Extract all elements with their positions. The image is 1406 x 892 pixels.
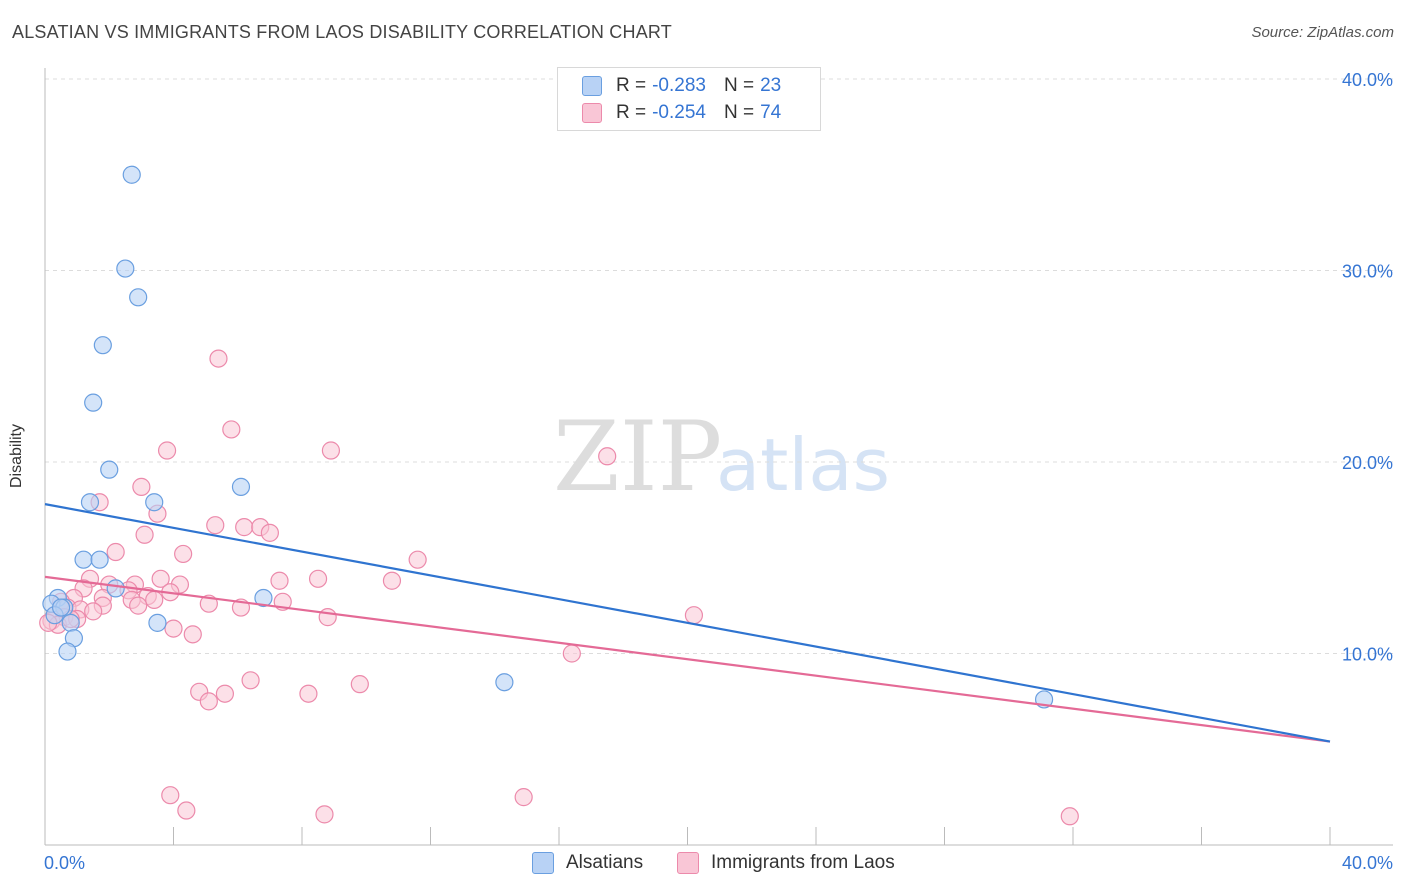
point-laos [183,625,202,644]
point-alsatians [61,613,80,632]
point-laos [241,671,260,690]
grid-lines [45,78,1393,654]
y-tick-label: 30.0% [1342,262,1393,282]
legend-n-value-laos: 74 [760,102,782,123]
point-laos [161,786,180,805]
point-alsatians [254,588,273,608]
series-legend: Alsatians Immigrants from Laos [0,852,1406,876]
stats-legend: R = -0.283 N = 23 R = -0.254 N = 74 [557,67,821,131]
point-laos [215,684,234,703]
point-laos [382,571,402,590]
chart-source: Source: ZipAtlas.com [1251,24,1394,41]
point-laos [408,550,427,569]
point-laos [164,619,183,638]
legend-n-label: N = [723,102,755,123]
trend-line-laos [44,575,1331,743]
point-laos [151,569,170,588]
point-laos [174,544,193,564]
legend-item-laos[interactable]: Immigrants from Laos [677,852,895,874]
y-tick-label: 40.0% [1342,70,1393,90]
point-laos [315,805,334,824]
point-laos [1060,807,1079,826]
point-alsatians [84,393,103,412]
legend-swatch-laos [677,852,699,874]
x-tick-label: 40.0% [1342,853,1393,873]
point-alsatians [90,550,109,569]
point-laos [514,788,533,807]
point-alsatians [495,673,514,692]
legend-r-label: R = [616,75,647,96]
point-laos [199,692,218,711]
y-tick-label: 10.0% [1342,645,1393,665]
x-tick-label: 0.0% [44,853,85,873]
point-laos [135,525,154,544]
watermark-atlas: atlas [716,423,890,507]
legend-row-alsatians: R = -0.283 N = 23 [582,74,781,98]
point-laos [318,608,337,627]
point-laos [157,441,177,460]
point-laos [209,349,228,368]
point-alsatians [145,493,164,512]
legend-r-label: R = [616,102,647,123]
legend-n-value-alsatians: 23 [760,75,782,96]
point-laos [177,801,196,820]
tick-labels: 10.0% 20.0% 30.0% 40.0% 0.0% 40.0% [44,70,1393,873]
point-laos [299,684,318,703]
point-laos [106,542,125,562]
point-alsatians [58,642,77,661]
point-alsatians [100,460,119,479]
watermark: ZIP atlas [553,401,890,513]
point-laos [84,602,103,621]
legend-r-value-alsatians: -0.283 [652,75,706,96]
point-alsatians [93,336,112,355]
legend-swatch-alsatians [582,76,602,96]
series-alsatians-points [42,165,1054,709]
trend-lines [44,503,1331,743]
y-axis-label: Disability [8,423,25,489]
point-laos [129,596,148,615]
legend-n-label: N = [723,75,755,96]
point-laos [350,675,369,694]
axes [44,68,1393,846]
legend-r-value-laos: -0.254 [652,102,706,123]
y-tick-label: 20.0% [1342,453,1393,473]
point-alsatians [129,288,148,307]
point-laos [598,447,617,466]
legend-row-laos: R = -0.254 N = 74 [582,101,781,125]
point-alsatians [231,477,251,496]
point-laos [562,644,581,663]
point-laos [308,569,328,588]
point-laos [260,523,279,542]
point-laos [222,420,241,439]
point-alsatians [80,493,100,512]
point-alsatians [122,165,141,184]
point-laos [206,516,225,535]
point-alsatians [106,579,125,598]
point-alsatians [116,259,135,278]
legend-item-alsatians[interactable]: Alsatians [532,852,643,874]
point-laos [132,477,151,496]
legend-swatch-laos [582,103,602,123]
point-alsatians [51,598,71,617]
point-alsatians [148,613,167,632]
legend-label-laos: Immigrants from Laos [711,852,895,873]
point-laos [145,590,164,609]
point-alsatians [74,550,93,569]
watermark-zip: ZIP [553,401,722,513]
point-laos [321,441,341,460]
legend-swatch-alsatians [532,852,554,874]
point-laos [235,518,254,537]
point-laos [684,606,704,625]
point-laos [270,571,289,590]
trend-line-alsatians [44,503,1331,743]
chart-title: ALSATIAN VS IMMIGRANTS FROM LAOS DISABIL… [12,22,672,42]
legend-label-alsatians: Alsatians [566,852,644,873]
